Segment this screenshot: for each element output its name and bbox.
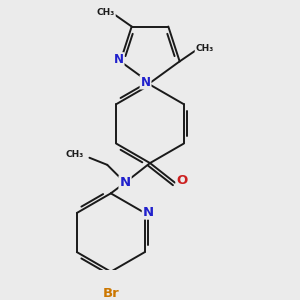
Text: N: N xyxy=(140,76,151,88)
Text: Br: Br xyxy=(102,287,119,300)
Text: N: N xyxy=(114,53,124,66)
Text: CH₃: CH₃ xyxy=(66,150,84,159)
Text: N: N xyxy=(143,206,154,218)
Text: N: N xyxy=(119,176,130,189)
Text: CH₃: CH₃ xyxy=(97,8,115,17)
Text: CH₃: CH₃ xyxy=(196,44,214,52)
Text: O: O xyxy=(176,174,188,188)
